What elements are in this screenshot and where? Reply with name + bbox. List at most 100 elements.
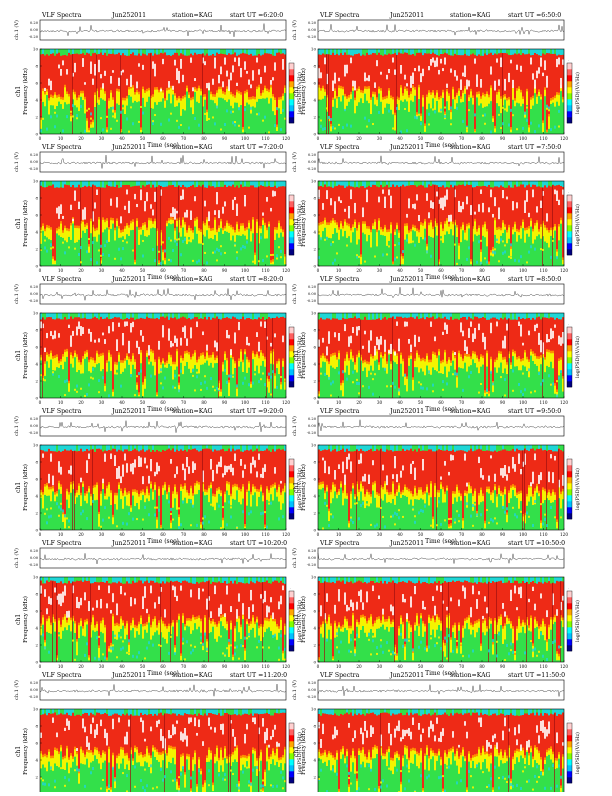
panel-date: Jun252011 <box>389 276 424 283</box>
colorbar-segment <box>567 723 572 729</box>
trace-tick-label: 0.20 <box>30 153 39 157</box>
panel-date: Jun252011 <box>111 408 146 415</box>
colorbar-segment <box>567 75 572 81</box>
panel-date: Jun252011 <box>389 540 424 547</box>
colorbar-segment <box>289 381 294 387</box>
x-tick-label: 80 <box>479 532 485 537</box>
colorbar-segment <box>567 249 572 255</box>
channel-label: ch1 <box>293 614 300 625</box>
panel-date: Jun252011 <box>389 144 424 151</box>
x-tick-label: 90 <box>222 268 228 273</box>
y-tick-label: 8 <box>35 64 38 69</box>
x-tick-label: 60 <box>438 268 444 273</box>
colorbar-segment <box>289 513 294 519</box>
x-tick-label: 30 <box>377 664 383 669</box>
colorbar-segment <box>567 201 572 207</box>
colorbar-tick: . <box>568 190 569 194</box>
colorbar-segment <box>567 753 572 759</box>
colorbar-segment <box>289 777 294 783</box>
y-tick-label: 10 <box>311 707 317 712</box>
x-tick-label: 20 <box>78 400 84 405</box>
panel-station: station=KAG <box>172 144 213 151</box>
y-tick-label: 8 <box>313 592 316 597</box>
colorbar-segment <box>567 363 572 369</box>
colorbar-segment <box>289 603 294 609</box>
x-tick-label: 30 <box>377 532 383 537</box>
colorbar-segment <box>567 81 572 87</box>
y-tick-label: 4 <box>313 362 316 367</box>
x-tick-label: 70 <box>181 136 187 141</box>
trace-frame <box>318 284 564 304</box>
panel-start-time: start UT =11:50:0 <box>508 672 565 679</box>
panel-start-time: start UT =10:20:0 <box>230 540 287 547</box>
colorbar-segment <box>567 627 572 633</box>
colorbar-tick: . <box>290 190 291 194</box>
y-tick-label: 6 <box>35 345 38 350</box>
colorbar-segment <box>567 591 572 597</box>
channel-label: ch1 <box>293 350 300 361</box>
y-tick-label: 4 <box>35 362 38 367</box>
x-tick-label: 40 <box>397 268 403 273</box>
x-tick-label: 20 <box>356 268 362 273</box>
x-tick-label: 40 <box>397 532 403 537</box>
trace-tick-label: 0.00 <box>30 556 39 560</box>
y-axis-label: Frequency (kHz) <box>22 332 29 379</box>
colorbar-segment <box>567 633 572 639</box>
colorbar-segment <box>567 237 572 243</box>
x-tick-label: 40 <box>119 400 125 405</box>
x-tick-label: 80 <box>201 400 207 405</box>
panel-start-time: start UT =8:50:0 <box>508 276 561 283</box>
colorbar-segment <box>289 495 294 501</box>
colorbar-segment <box>289 339 294 345</box>
x-tick-label: 0 <box>317 136 320 141</box>
x-tick-label: 0 <box>39 400 42 405</box>
colorbar-segment <box>567 333 572 339</box>
y-axis-label: Frequency (kHz) <box>22 728 29 775</box>
trace-tick-label: -0.20 <box>29 299 39 303</box>
channel-label: ch1 <box>15 482 22 493</box>
colorbar-segment <box>567 225 572 231</box>
panel-title: VLF Spectra <box>319 408 360 415</box>
colorbar-segment <box>289 465 294 471</box>
colorbar-tick: . <box>568 718 569 722</box>
y-tick-label: 6 <box>35 213 38 218</box>
channel-label: ch1 <box>15 350 22 361</box>
x-tick-label: 50 <box>418 400 424 405</box>
colorbar-segment <box>567 117 572 123</box>
trace-tick-label: 0.20 <box>30 285 39 289</box>
x-tick-label: 100 <box>241 400 249 405</box>
x-tick-label: 30 <box>377 400 383 405</box>
colorbar-segment <box>567 63 572 69</box>
colorbar-segment <box>567 729 572 735</box>
y-tick-label: 10 <box>311 179 317 184</box>
x-tick-label: 100 <box>241 136 249 141</box>
trace-tick-label: -0.20 <box>29 167 39 171</box>
x-tick-label: 60 <box>160 400 166 405</box>
colorbar-segment <box>289 105 294 111</box>
y-axis-label: Frequency (kHz) <box>300 332 307 379</box>
panel-title: VLF Spectra <box>319 540 360 547</box>
colorbar-segment <box>289 327 294 333</box>
x-tick-label: 110 <box>262 664 270 669</box>
x-tick-label: 120 <box>282 664 290 669</box>
x-tick-label: 60 <box>438 136 444 141</box>
colorbar-segment <box>567 381 572 387</box>
colorbar-label: log(PSD)(V/√Hz) <box>574 72 581 114</box>
x-tick-label: 120 <box>560 400 568 405</box>
x-tick-label: 90 <box>500 532 506 537</box>
x-tick-label: 120 <box>560 268 568 273</box>
trace-frame <box>40 548 286 568</box>
trace-tick-label: -0.20 <box>29 563 39 567</box>
colorbar-segment <box>289 459 294 465</box>
colorbar-segment <box>289 111 294 117</box>
colorbar-segment <box>567 483 572 489</box>
y-axis-label: Frequency (kHz) <box>300 728 307 775</box>
colorbar-segment <box>289 471 294 477</box>
panel-station: station=KAG <box>172 12 213 19</box>
trace-ylabel: ch.1 (V) <box>13 680 20 700</box>
y-axis-label: Frequency (kHz) <box>22 464 29 511</box>
panel-title: VLF Spectra <box>41 12 82 19</box>
y-axis-label: Frequency (kHz) <box>22 200 29 247</box>
y-tick-label: 6 <box>313 741 316 746</box>
